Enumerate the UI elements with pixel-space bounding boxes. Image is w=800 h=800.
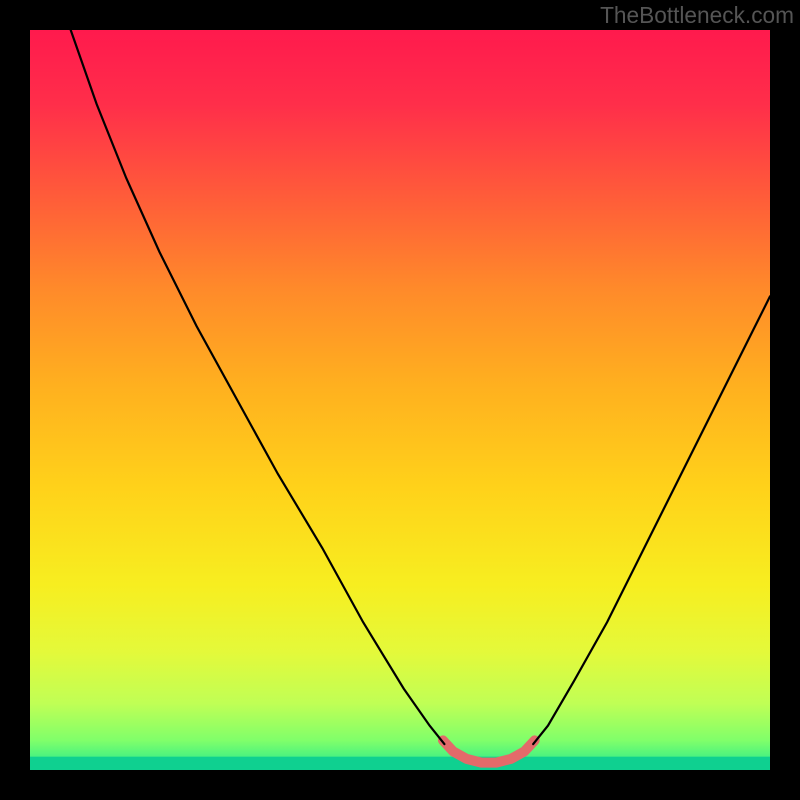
bottom-band <box>30 757 770 770</box>
bottleneck-chart <box>0 0 800 800</box>
plot-background <box>30 30 770 770</box>
